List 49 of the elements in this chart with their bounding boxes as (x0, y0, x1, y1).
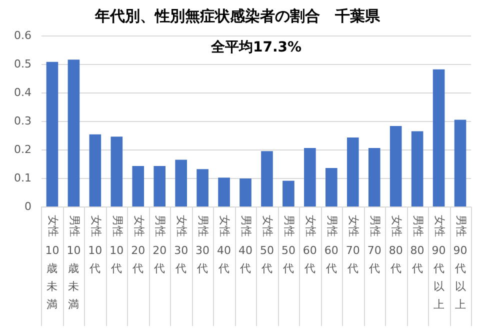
bar (432, 69, 445, 206)
x-tick-label: 女性 10代 (88, 215, 102, 275)
bar (132, 166, 144, 206)
bar (154, 166, 166, 206)
chart-subtitle: 全平均17.3% (210, 40, 302, 56)
x-tick-label: 女性 70代 (346, 215, 360, 275)
bar (261, 151, 273, 206)
bar (390, 126, 402, 206)
x-tick-label: 男性 80代 (410, 215, 424, 275)
bar (68, 60, 80, 206)
x-tick-label: 男性 60代 (324, 215, 339, 275)
bar (454, 120, 466, 206)
bar (89, 134, 102, 206)
x-tick-label: 女性 20代 (131, 215, 146, 275)
x-tick-label: 男性 40代 (238, 215, 253, 275)
bar (411, 131, 424, 206)
y-tick-label: 0 (24, 200, 32, 213)
bar (196, 169, 208, 206)
x-tick-label: 女性 90代以上 (432, 215, 446, 311)
y-tick-label: 0.3 (14, 114, 32, 128)
bar (175, 160, 187, 206)
y-tick-label: 0.2 (14, 142, 32, 156)
x-tick-label: 男性 70代 (367, 215, 382, 275)
y-tick-label: 0.5 (14, 57, 32, 70)
x-tick-label: 男性 30代 (196, 215, 210, 275)
x-tick-label: 男性 50代 (281, 215, 296, 275)
y-tick-label: 0.4 (14, 86, 32, 99)
bar (110, 136, 123, 206)
bar (282, 180, 294, 206)
x-tick-label: 女性 30代 (174, 215, 188, 275)
x-tick-label: 女性 80代 (388, 215, 403, 275)
x-tick-label: 男性 90代以上 (453, 215, 468, 311)
x-tick-label: 女性 60代 (302, 215, 318, 275)
x-tick-label: 男性 10代 (110, 215, 124, 275)
y-tick-label: 0.6 (14, 28, 32, 42)
x-tick-label: 男性 20代 (152, 215, 167, 275)
x-tick-label: 男性 10歳未満 (66, 215, 81, 311)
x-tick-label: 女性 10歳未満 (45, 215, 60, 311)
bar (240, 178, 252, 206)
x-tick-label: 女性 40代 (217, 215, 232, 275)
bar (346, 137, 359, 206)
chart-title: 年代別、性別無症状感染者の割合 千葉県 (94, 6, 381, 25)
bar (304, 148, 316, 206)
bar (368, 148, 380, 206)
bar (326, 168, 338, 206)
bar (46, 62, 58, 206)
x-tick-label: 女性 50代 (260, 215, 274, 275)
bar (218, 178, 230, 206)
y-tick-label: 0.1 (14, 171, 32, 184)
